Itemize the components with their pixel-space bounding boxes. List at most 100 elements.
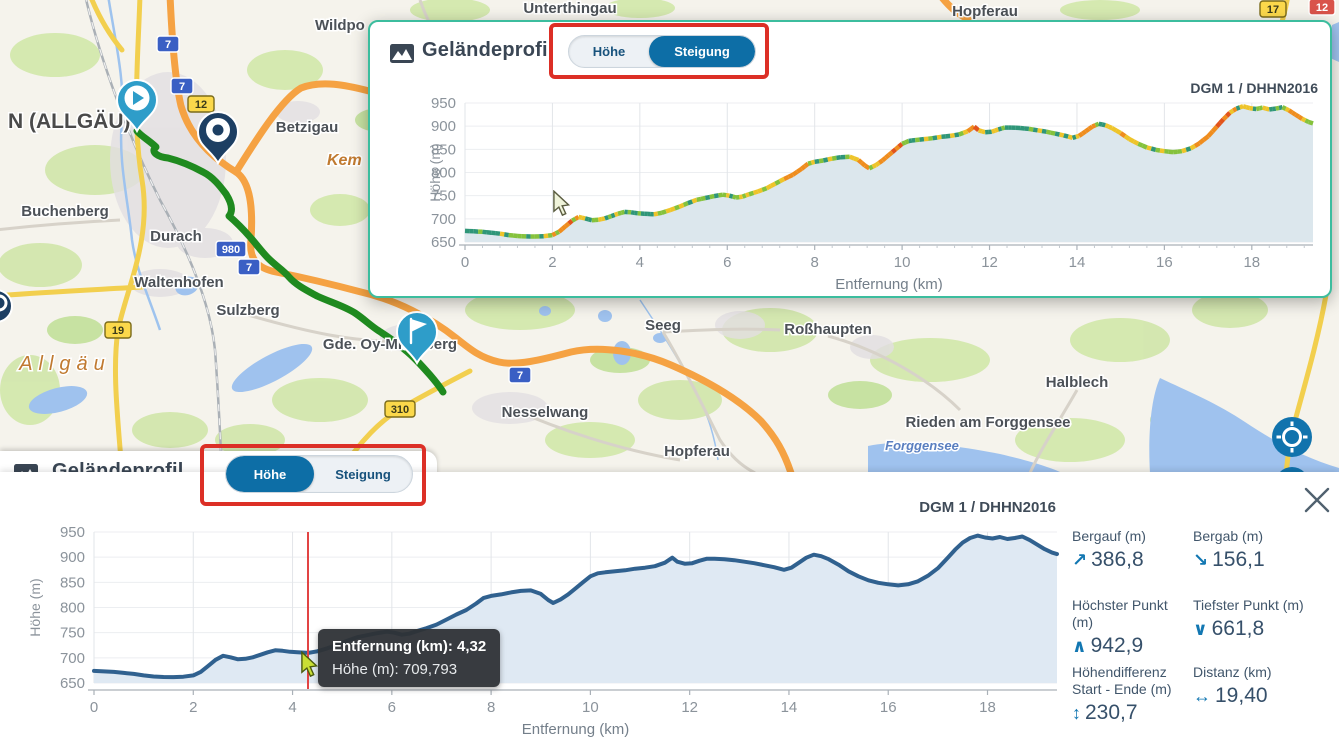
svg-text:7: 7 [517,370,523,382]
tooltip-distance: Entfernung (km): 4,32 [332,638,487,655]
svg-text:650: 650 [60,675,85,692]
panel-title: Geländeprofil [422,39,554,61]
svg-text:16: 16 [1156,254,1173,271]
chart-tooltip: Entfernung (km): 4,32 Höhe (m): 709,793 [318,629,501,687]
svg-text:900: 900 [431,118,456,135]
road-shield: 12 [1308,0,1336,16]
road-shield: 7 [156,35,180,53]
svg-text:750: 750 [431,188,456,205]
toggle-hoehe[interactable]: Höhe [226,456,314,492]
elevation-model-source: DGM 1 / DHHN2016 [919,499,1056,516]
close-icon[interactable] [1300,483,1334,517]
map-place-label: N (ALLGÄU) [8,110,130,133]
stat-bergab-m: Bergab (m) ↘ 156,1 [1193,528,1265,572]
svg-text:310: 310 [391,404,409,416]
svg-text:Entfernung (km): Entfernung (km) [835,276,943,292]
route-line[interactable] [133,127,447,396]
stat-h-hendifferenz-start-ende-m: Höhendifferenz Start - Ende (m) ↕ 230,7 [1072,664,1172,725]
map-place-label: Waltenhofen [134,274,223,291]
stat-arrow-icon: ↕ [1072,703,1081,724]
svg-text:18: 18 [1243,254,1260,271]
svg-text:Höhe (m): Höhe (m) [427,143,443,201]
svg-text:7: 7 [179,81,185,93]
road-shield: 310 [384,400,416,418]
toggle-steigung[interactable]: Steigung [335,466,391,482]
svg-text:750: 750 [60,625,85,642]
stat-tiefster-punkt-m: Tiefster Punkt (m) ∨ 661,8 [1193,597,1304,641]
svg-text:Höhe (m): Höhe (m) [27,578,43,636]
svg-text:12: 12 [195,99,207,111]
svg-text:4: 4 [288,699,296,716]
road-shield: 7 [508,366,532,384]
map-place-label: Hopferau [952,3,1018,20]
stat-arrow-icon: ∨ [1193,619,1208,640]
stat-arrow-icon: ↗ [1072,550,1088,571]
road-shield: 980 [215,240,247,258]
svg-text:800: 800 [431,165,456,182]
road-shield: 12 [187,95,215,113]
toggle-hoehe[interactable]: Höhe [592,44,626,59]
stat-distanz-km: Distanz (km) ↔ 19,40 [1193,664,1272,708]
route-start-marker[interactable] [115,79,159,134]
svg-text:10: 10 [582,699,599,716]
svg-text:850: 850 [60,574,85,591]
svg-text:800: 800 [60,600,85,617]
svg-text:12: 12 [1316,2,1328,14]
svg-text:12: 12 [681,699,698,716]
svg-text:14: 14 [781,699,798,716]
route-waypoint-marker[interactable] [196,111,240,166]
svg-text:6: 6 [723,254,731,271]
stat-h-chster-punkt-m: Höchster Punkt (m) ∧ 942,9 [1072,597,1168,658]
map-place-label: Gde. Oy-Mittelberg [323,336,457,353]
svg-text:2: 2 [189,699,197,716]
map-place-label: Hopferau [664,443,730,460]
profile-mode-toggle: Höhe Steigung [568,35,756,68]
map-place-label: Allgäu [18,353,111,375]
svg-text:0: 0 [461,254,469,271]
slope-profile-chart[interactable]: 0 2 4 6 8 10 12 14 16 18 950 900 850 800 750 700 650 Entf… [370,22,1326,292]
map-place-label: Betzigau [276,119,339,136]
stat-arrow-icon: ↘ [1193,550,1209,571]
map-place-label: Sulzberg [216,302,279,319]
svg-text:980: 980 [222,244,240,256]
svg-text:12: 12 [981,254,998,271]
route-end-flag-marker[interactable] [395,311,439,366]
terrain-profile-icon [390,44,414,68]
svg-text:8: 8 [487,699,495,716]
map-tool-button[interactable] [1275,467,1309,473]
svg-text:7: 7 [165,39,171,51]
map-place-label: Seeg [645,317,681,334]
svg-text:16: 16 [880,699,897,716]
road-shield: 19 [104,321,132,339]
map-place-label: Roßhaupten [784,321,872,338]
stat-arrow-icon: ↔ [1193,686,1211,707]
map-place-label: Halblech [1046,374,1109,391]
svg-text:950: 950 [431,95,456,112]
road-shield: 17 [1259,0,1287,18]
road-shield: 7 [237,258,261,276]
stat-bergauf-m: Bergauf (m) ↗ 386,8 [1072,528,1146,572]
elevation-panel-overlay: Geländeprofil Höhe Steigung DGM 1 / DHHN… [368,20,1332,298]
svg-text:Entfernung (km): Entfernung (km) [522,721,630,738]
elevation-model-source: DGM 1 / DHHN2016 [1190,80,1318,96]
road-shield: 7 [170,77,194,95]
map-marker-edge[interactable] [0,289,13,323]
svg-text:2: 2 [548,254,556,271]
geolocate-button[interactable] [1272,417,1312,457]
svg-text:0: 0 [90,699,98,716]
map-place-label: Durach [150,228,202,245]
svg-text:7: 7 [246,262,252,274]
svg-text:10: 10 [894,254,911,271]
map-place-label: Forggensee [885,438,959,453]
map-forest-patches [0,0,1268,462]
chart-hover-line [307,532,309,689]
svg-text:17: 17 [1267,4,1279,16]
stat-arrow-icon: ∧ [1072,636,1087,657]
svg-text:14: 14 [1069,254,1086,271]
svg-text:700: 700 [431,211,456,228]
map-place-label: Kem [327,152,362,169]
map-place-label: Wildpo [315,17,365,34]
toggle-steigung[interactable]: Steigung [649,36,755,67]
svg-text:850: 850 [431,141,456,158]
